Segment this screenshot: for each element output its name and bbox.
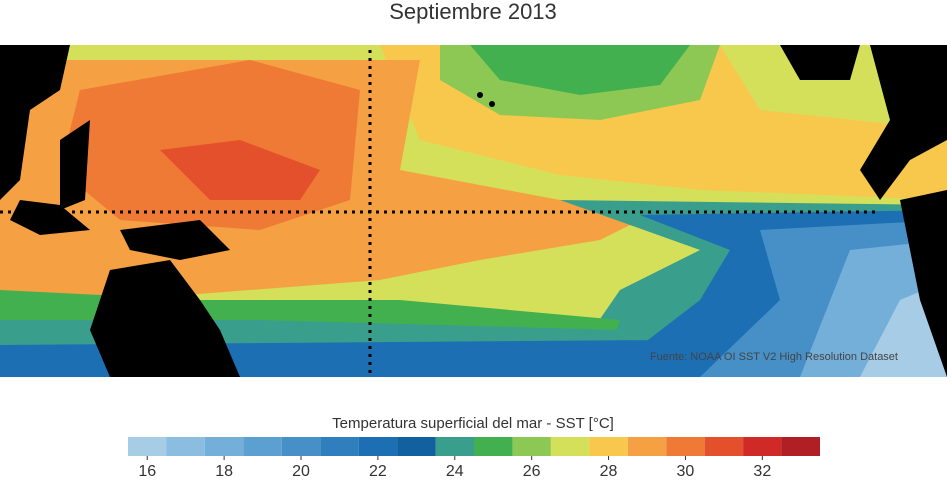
colorbar-segment (166, 437, 205, 456)
colorbar-tick-label: 18 (215, 463, 233, 480)
colorbar-segment (435, 437, 474, 456)
colorbar-segment (704, 437, 744, 456)
colorbar-tick-label: 20 (292, 463, 310, 480)
colorbar: 16 18 20 22 24 26 28 30 32 (128, 437, 820, 480)
colorbar-tick-label: 16 (138, 463, 156, 480)
colorbar-label: Temperatura superficial del mar - SST [°… (332, 415, 614, 432)
colorbar-tick-label: 26 (523, 463, 541, 480)
source-note: Fuente: NOAA OI SST V2 High Resolution D… (650, 351, 898, 363)
colorbar-tick-label: 30 (677, 463, 695, 480)
colorbar-tick-label: 24 (446, 463, 464, 480)
colorbar-segment (243, 437, 282, 456)
colorbar-tick-label: 28 (600, 463, 618, 480)
colorbar-segment (512, 437, 551, 456)
colorbar-segment (550, 437, 590, 456)
colorbar-segment (204, 437, 244, 456)
colorbar-segment (627, 437, 667, 456)
colorbar-segment (666, 437, 705, 456)
colorbar-segment (781, 437, 820, 456)
colorbar-segment (743, 437, 782, 456)
colorbar-segment (474, 437, 513, 456)
colorbar-segment (589, 437, 628, 456)
colorbar-segment (281, 437, 321, 456)
colorbar-segment (397, 437, 436, 456)
colorbar-tick-label: 22 (369, 463, 387, 480)
sst-map: Fuente: NOAA OI SST V2 High Resolution D… (0, 45, 947, 377)
colorbar-segment (128, 437, 167, 456)
colorbar-tick-label: 32 (753, 463, 771, 480)
title: Septiembre 2013 (389, 0, 557, 24)
colorbar-segment (358, 437, 398, 456)
colorbar-segment (320, 437, 359, 456)
